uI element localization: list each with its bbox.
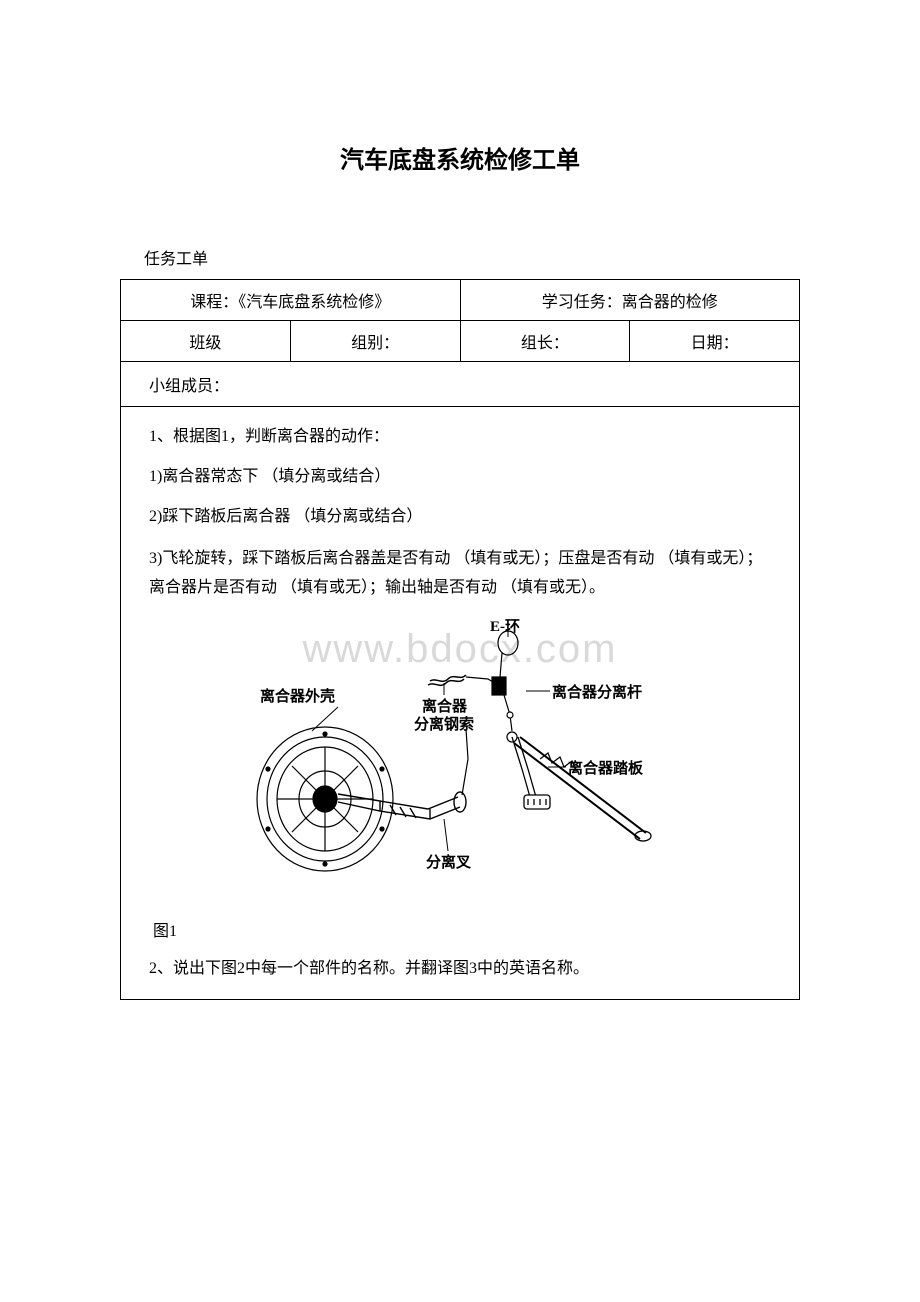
q1-item-1: 1)离合器常态下 （填分离或结合） [149, 465, 771, 489]
q1-item-3: 3)飞轮旋转，踩下踏板后离合器盖是否有动 （填有或无）；压盘是否有动 （填有或无… [149, 545, 771, 603]
leader-cell: 组长： [460, 321, 630, 362]
table-row-class: 班级 组别： 组长： 日期： [121, 321, 800, 362]
course-label: 课程： [190, 294, 238, 311]
group-cell: 组别： [290, 321, 460, 362]
diagram-label-ering: E-环 [490, 619, 520, 635]
members-cell: 小组成员： [121, 362, 800, 407]
page-title: 汽车底盘系统检修工单 [120, 140, 800, 175]
diagram-label-cable-2: 分离钢索 [414, 715, 474, 733]
task-cell: 学习任务：离合器的检修 [460, 280, 800, 321]
date-cell: 日期： [630, 321, 800, 362]
worksheet-table: 课程：《汽车底盘系统检修》 学习任务：离合器的检修 班级 组别： 组长： 日期：… [120, 279, 800, 1000]
diagram-label-housing: 离合器外壳 [260, 687, 335, 705]
task-prefix: 学习任务： [542, 294, 622, 311]
figure-1-label: 图1 [149, 917, 771, 941]
q1-title: 1、根据图1，判断离合器的动作： [149, 425, 771, 449]
diagram-label-cable-1: 离合器 [422, 697, 468, 715]
class-cell: 班级 [121, 321, 291, 362]
task-name: 离合器的检修 [622, 294, 718, 311]
diagram-block: www.bdocx.com [149, 619, 771, 899]
q1-item-2: 2)踩下踏板后离合器 （填分离或结合） [149, 505, 771, 529]
diagram-label-pedal: 离合器踏板 [568, 759, 644, 777]
diagram-label-fork: 分离叉 [426, 853, 472, 871]
table-row-members: 小组成员： [121, 362, 800, 407]
course-cell: 课程：《汽车底盘系统检修》 [121, 280, 461, 321]
clutch-diagram: E-环 离合器外壳 离合器 分离钢索 离合器分离杆 离合器踏板 分离叉 [230, 619, 690, 899]
task-label: 任务工单 [120, 245, 800, 269]
table-row-content: 1、根据图1，判断离合器的动作： 1)离合器常态下 （填分离或结合） 2)踩下踏… [121, 407, 800, 1000]
q2-text: 2、说出下图2中每一个部件的名称。并翻译图3中的英语名称。 [149, 957, 771, 981]
page-container: 汽车底盘系统检修工单 任务工单 课程：《汽车底盘系统检修》 学习任务：离合器的检… [0, 0, 920, 1080]
table-row-course: 课程：《汽车底盘系统检修》 学习任务：离合器的检修 [121, 280, 800, 321]
diagram-label-lever: 离合器分离杆 [552, 683, 642, 701]
course-name: 《汽车底盘系统检修》 [238, 294, 390, 311]
content-cell: 1、根据图1，判断离合器的动作： 1)离合器常态下 （填分离或结合） 2)踩下踏… [121, 407, 800, 1000]
